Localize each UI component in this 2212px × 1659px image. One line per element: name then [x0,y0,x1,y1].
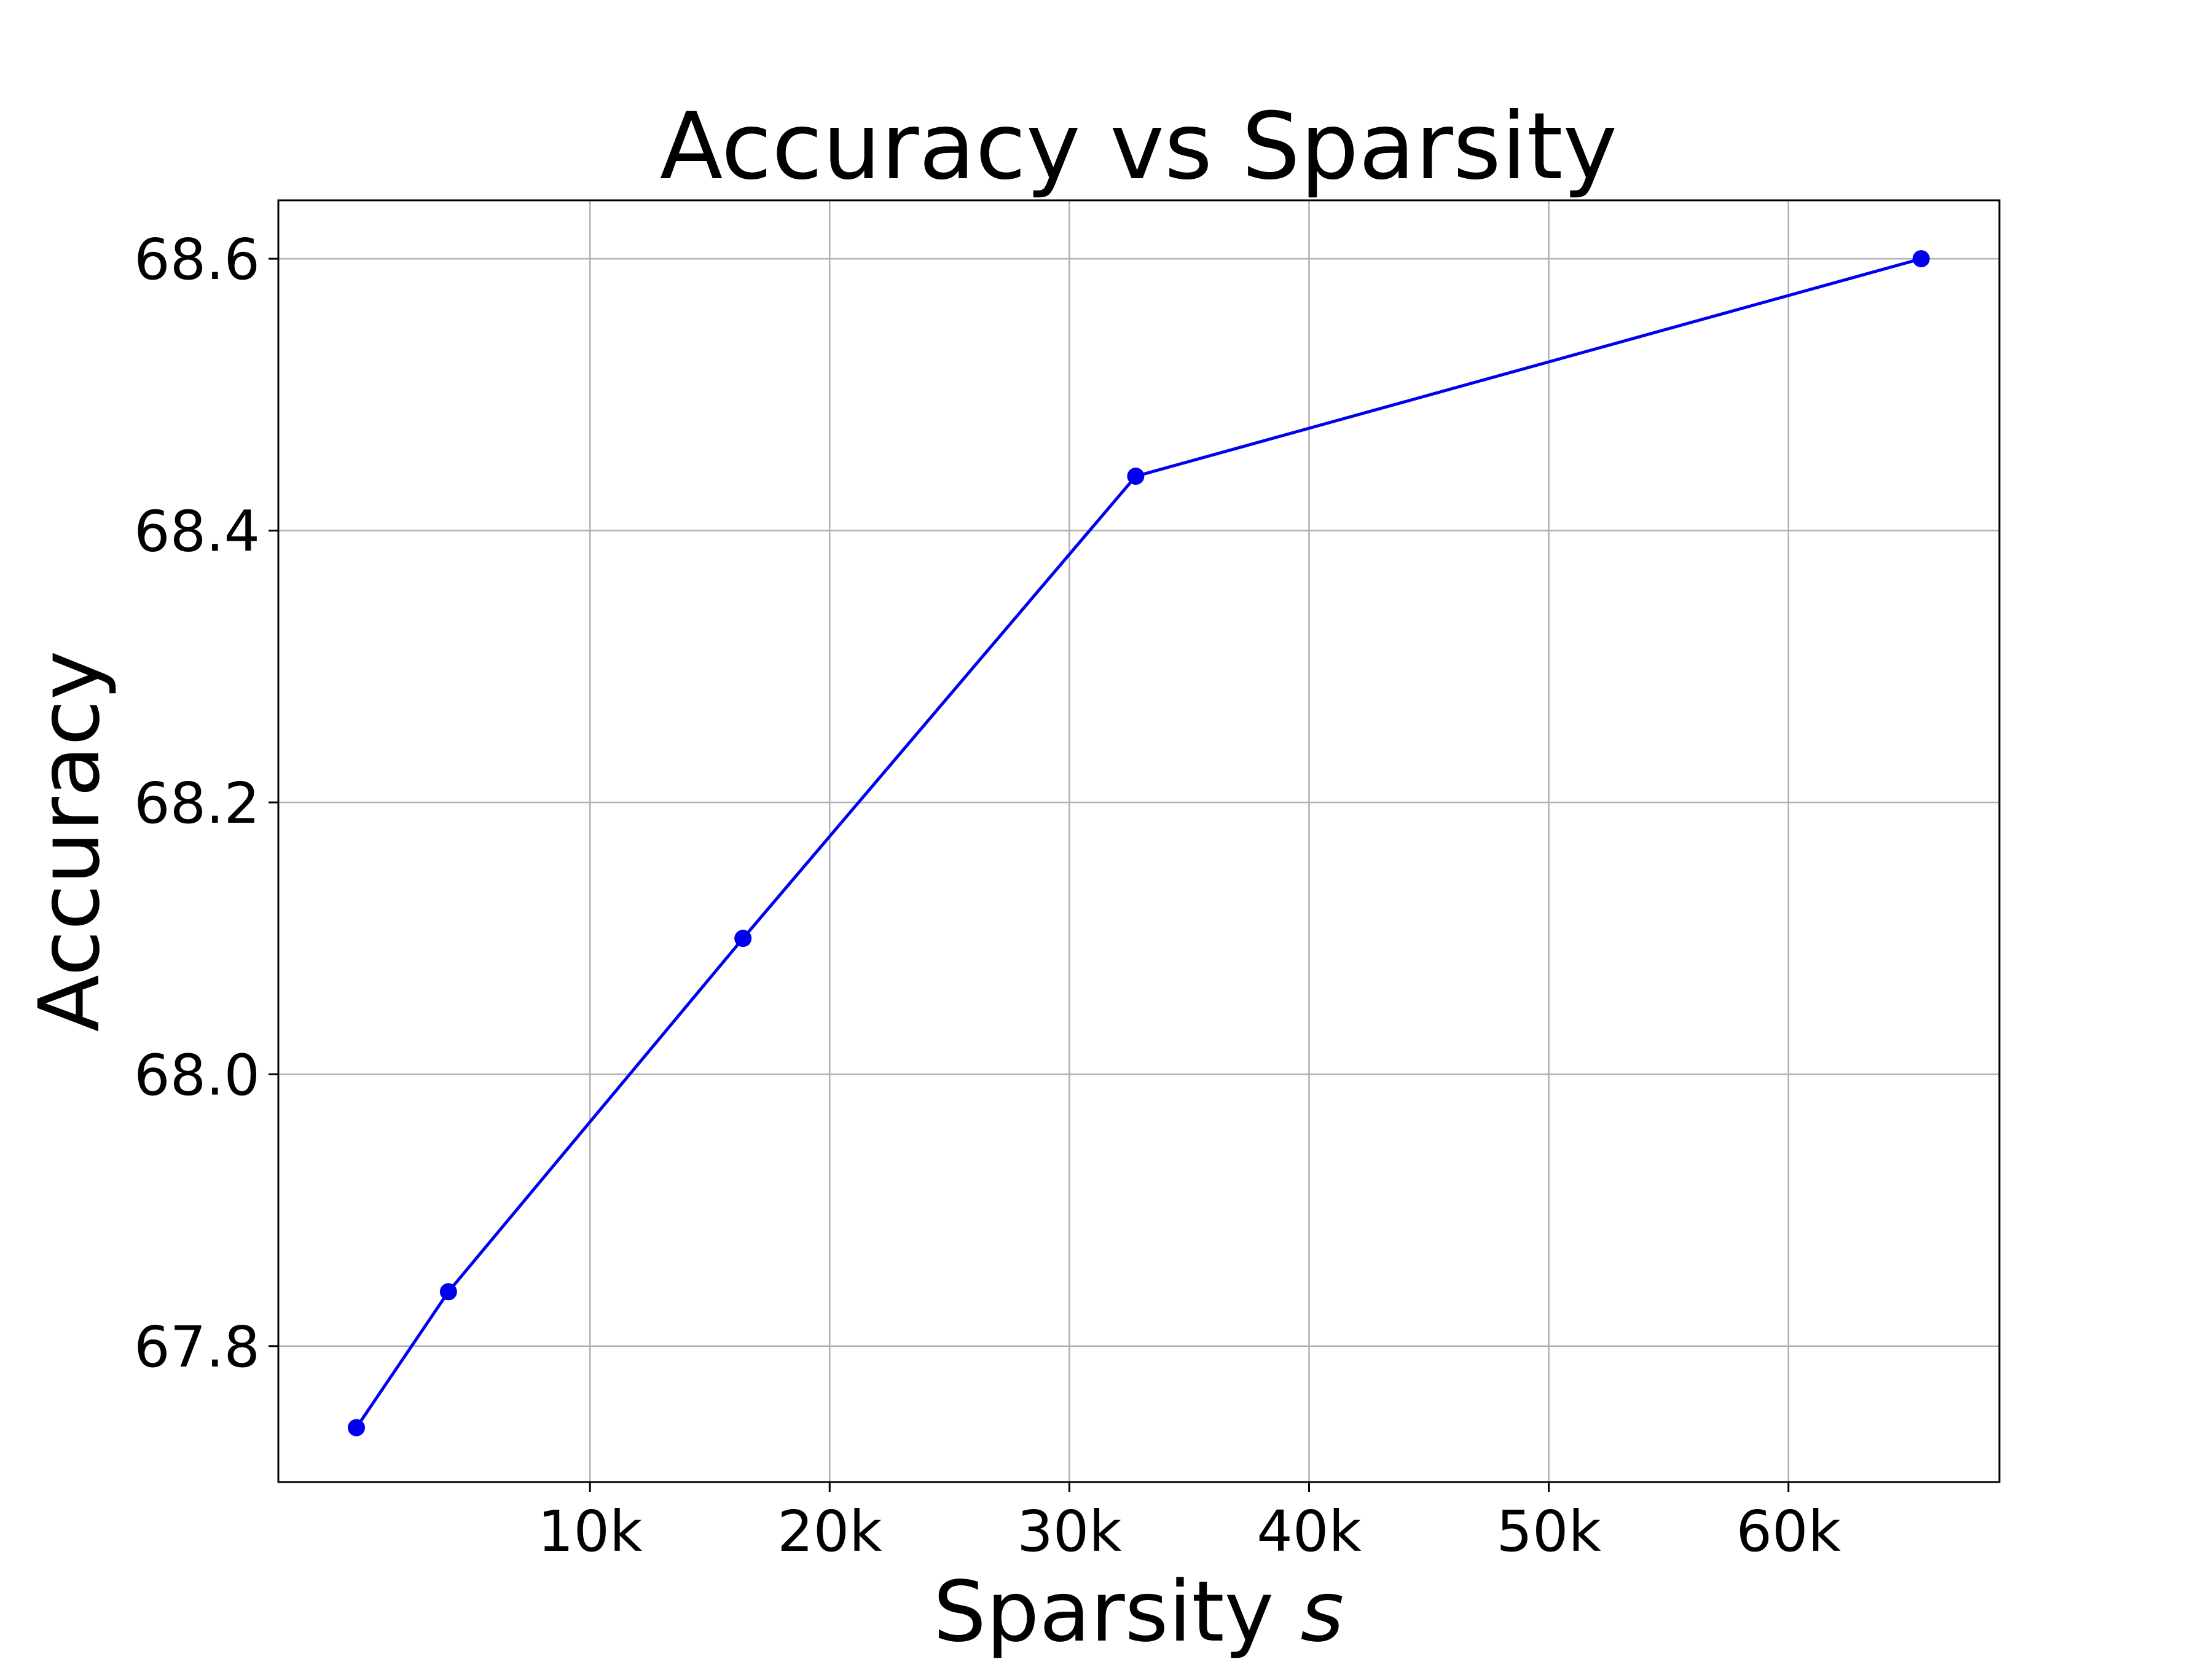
x-tick-label: 50k [1496,1499,1601,1564]
x-tick-label: 30k [1017,1499,1122,1564]
data-point [734,930,752,947]
y-axis-label: Accuracy [22,651,119,1032]
x-axis-label-text: Sparsity [933,1564,1274,1659]
data-point [1912,250,1930,268]
y-tick-label: 68.6 [134,227,260,292]
chart-title: Accuracy vs Sparsity [660,93,1618,200]
x-tick-label: 60k [1736,1499,1841,1564]
plot-frame [277,199,2001,1483]
data-point [348,1419,366,1437]
series-layer [348,250,1930,1437]
y-tick-label: 67.8 [134,1314,260,1380]
data-point [439,1283,457,1301]
grid-layer [278,200,1999,1482]
x-axis-label-var: s [1300,1564,1344,1659]
x-tick-label: 20k [777,1499,882,1564]
series-line [355,257,1922,1429]
y-tick-label: 68.4 [134,499,260,565]
y-tick-label: 68.2 [134,771,260,836]
x-tick-label: 40k [1257,1499,1362,1564]
x-tick-label: 10k [538,1499,643,1564]
data-point [1127,468,1145,485]
tick-layer: 10k 20k 30k 40k 50k 60k 67.8 68.0 68.2 68.4 68.6 [134,227,1841,1564]
x-axis-label: Sparsity s [933,1564,1344,1659]
y-tick-label: 68.0 [134,1042,260,1108]
